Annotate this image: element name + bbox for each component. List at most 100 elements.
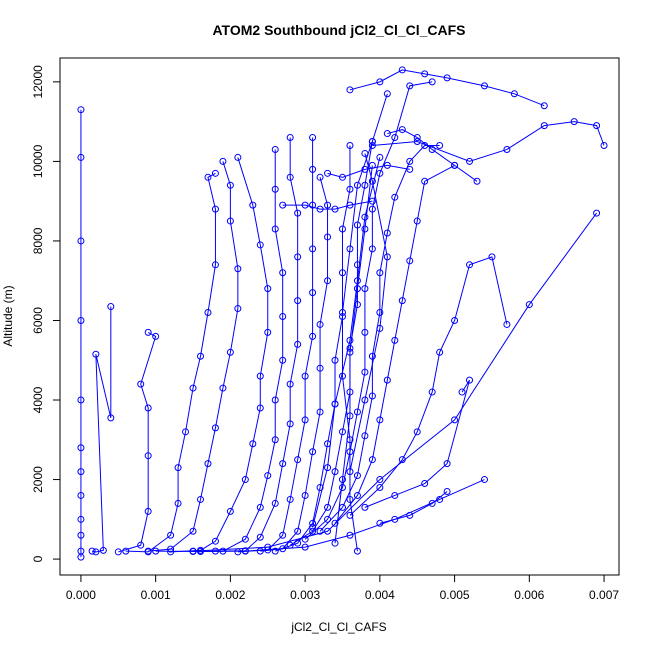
data-point	[77, 153, 85, 161]
x-tick-label: 0.003	[290, 588, 320, 602]
data-point	[211, 261, 219, 269]
series-profile-12	[286, 90, 391, 549]
data-point	[301, 201, 309, 209]
data-point	[189, 547, 197, 555]
data-point	[346, 495, 354, 503]
data-point	[383, 253, 391, 261]
series-profile-07	[189, 145, 287, 556]
data-point	[570, 118, 578, 126]
data-point	[368, 392, 376, 400]
data-point	[77, 396, 85, 404]
data-point	[480, 476, 488, 484]
data-point	[503, 145, 511, 153]
data-point	[144, 404, 152, 412]
data-point	[361, 181, 369, 189]
series-line	[192, 212, 597, 552]
series-line	[289, 93, 388, 546]
data-point	[331, 539, 339, 547]
data-point	[443, 487, 451, 495]
y-tick-label: 2000	[31, 466, 45, 493]
series-line	[148, 161, 239, 552]
data-point	[353, 547, 361, 555]
data-point	[338, 173, 346, 181]
data-point	[421, 70, 429, 78]
data-point	[398, 297, 406, 305]
data-point	[361, 213, 369, 221]
data-point	[353, 181, 361, 189]
data-point	[428, 145, 436, 153]
data-point	[219, 384, 227, 392]
data-point	[241, 535, 249, 543]
series-profile-25	[279, 197, 376, 213]
data-point	[271, 499, 279, 507]
data-point	[301, 491, 309, 499]
series-line	[364, 379, 471, 508]
data-point	[271, 547, 279, 555]
data-point	[353, 408, 361, 416]
data-point	[77, 468, 85, 476]
series-line	[118, 331, 157, 553]
data-point	[361, 285, 369, 293]
series-line	[334, 164, 455, 524]
data-point	[540, 102, 548, 110]
data-point	[346, 245, 354, 253]
data-point	[346, 86, 354, 94]
data-point	[144, 507, 152, 515]
series-line	[312, 157, 381, 528]
data-point	[271, 225, 279, 233]
data-point	[152, 547, 160, 555]
series-line	[341, 141, 373, 552]
data-point	[361, 368, 369, 376]
data-point	[361, 225, 369, 233]
data-point	[99, 546, 107, 554]
data-point	[376, 324, 384, 332]
series-profile-08	[211, 134, 302, 555]
data-point	[152, 332, 160, 340]
series-line	[379, 491, 448, 524]
data-point	[346, 141, 354, 149]
data-point	[211, 537, 219, 545]
data-point	[451, 161, 459, 169]
data-point	[204, 309, 212, 317]
data-point	[406, 157, 414, 165]
data-point	[174, 464, 182, 472]
data-point	[503, 320, 511, 328]
data-point	[353, 491, 361, 499]
data-point	[353, 472, 361, 480]
data-point	[279, 531, 287, 539]
data-point	[376, 476, 384, 484]
data-point	[294, 297, 302, 305]
data-point	[331, 205, 339, 213]
data-point	[279, 201, 287, 209]
data-point	[338, 476, 346, 484]
data-point	[368, 205, 376, 213]
data-point	[294, 209, 302, 217]
data-point	[458, 388, 466, 396]
data-point	[413, 138, 421, 146]
data-point	[368, 352, 376, 360]
data-point	[226, 507, 234, 515]
data-point	[338, 269, 346, 277]
data-point	[324, 169, 332, 177]
data-point	[391, 515, 399, 523]
data-point	[413, 134, 421, 142]
series-profile-14	[316, 141, 444, 535]
y-tick-label: 0	[31, 555, 45, 562]
data-point	[391, 134, 399, 142]
data-point	[77, 237, 85, 245]
data-point	[451, 316, 459, 324]
data-point	[137, 541, 145, 549]
data-point	[413, 428, 421, 436]
data-point	[286, 380, 294, 388]
data-point	[368, 177, 376, 185]
data-point	[122, 547, 130, 555]
data-point	[107, 303, 115, 311]
data-point	[383, 229, 391, 237]
series-profile-29	[309, 153, 384, 531]
series-profile-24	[324, 161, 414, 181]
data-point	[256, 547, 264, 555]
series-profile-18	[376, 487, 451, 527]
series-line	[193, 149, 284, 553]
data-point	[88, 547, 96, 555]
